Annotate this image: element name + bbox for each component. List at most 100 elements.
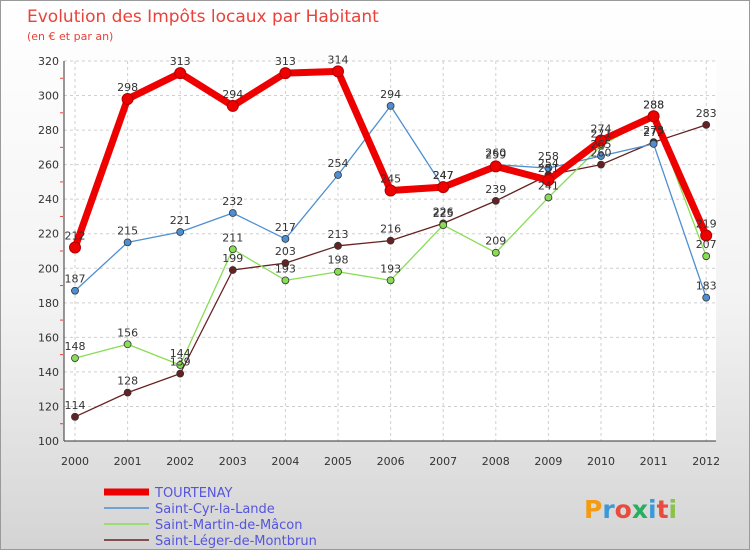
series-point-3 — [702, 121, 711, 129]
series-point-3 — [281, 259, 290, 267]
legend-label: Saint-Cyr-la-Lande — [155, 502, 275, 517]
series-point-1 — [334, 171, 342, 179]
data-label: 298 — [117, 81, 138, 94]
series-point-3 — [386, 236, 395, 245]
series-point-0 — [332, 65, 344, 78]
data-label: 213 — [328, 228, 349, 241]
data-label: 216 — [380, 223, 401, 236]
data-label: 288 — [643, 98, 664, 111]
series-point-3 — [334, 241, 342, 250]
data-label: 209 — [485, 235, 506, 248]
series-point-2 — [228, 245, 237, 254]
series-group — [69, 65, 713, 421]
data-label: 128 — [117, 375, 138, 388]
legend-label: Saint-Léger-de-Montbrun — [155, 534, 317, 549]
series-point-1 — [544, 164, 553, 172]
data-label: 251 — [538, 162, 559, 175]
series-point-1 — [123, 238, 132, 247]
y-tick-label: 240 — [38, 193, 59, 206]
logo-letter: o — [615, 495, 632, 524]
series-point-0 — [700, 229, 713, 242]
x-tick-label: 2008 — [482, 455, 510, 468]
series-point-2 — [123, 340, 132, 349]
series-point-0 — [121, 93, 134, 105]
proxiti-logo: Proxiti — [584, 495, 677, 524]
x-tick-label: 2012 — [692, 455, 720, 468]
data-label: 215 — [117, 224, 138, 237]
logo-letter: x — [632, 495, 648, 524]
series-point-3 — [491, 197, 500, 205]
data-label: 272 — [643, 126, 664, 139]
y-tick-label: 220 — [38, 228, 59, 241]
data-label: 114 — [65, 399, 86, 412]
data-label: 219 — [696, 217, 717, 230]
x-tick-label: 2003 — [219, 455, 247, 468]
x-tick-label: 2001 — [114, 455, 142, 468]
y-tick-label: 180 — [38, 297, 59, 310]
data-label: 294 — [380, 88, 401, 101]
chart-title: Evolution des Impôts locaux par Habitant — [27, 7, 379, 27]
logo-letter: P — [584, 495, 602, 524]
series-point-0 — [174, 67, 187, 80]
data-label: 258 — [538, 150, 559, 163]
data-label: 193 — [275, 262, 296, 275]
y-tick-label: 300 — [38, 90, 59, 103]
data-label: 148 — [65, 340, 86, 353]
series-point-1 — [281, 235, 290, 243]
logo-letter: i — [669, 495, 678, 524]
series-point-1 — [176, 228, 185, 236]
data-label: 265 — [591, 138, 612, 151]
data-label: 193 — [380, 262, 401, 275]
data-label: 207 — [696, 238, 717, 251]
x-tick-label: 2006 — [377, 455, 405, 468]
logo-letter: t — [657, 495, 669, 524]
grid — [64, 60, 716, 442]
series-point-2 — [439, 221, 448, 229]
logo-letter: r — [602, 495, 615, 524]
y-tick-label: 280 — [38, 124, 59, 137]
x-tick-label: 2009 — [534, 455, 562, 468]
data-label: 247 — [433, 169, 454, 182]
data-label: 232 — [222, 195, 243, 208]
y-tick-label: 160 — [38, 331, 59, 344]
data-label: 225 — [433, 207, 454, 220]
data-label: 274 — [591, 122, 612, 135]
series-point-1 — [649, 140, 658, 148]
series-point-0 — [279, 67, 292, 80]
data-label: 313 — [170, 55, 191, 68]
data-label: 260 — [591, 147, 612, 160]
series-point-0 — [437, 181, 450, 194]
series-point-1 — [228, 209, 237, 217]
x-tick-label: 2011 — [640, 455, 668, 468]
series-point-2 — [702, 252, 711, 261]
series-point-3 — [71, 412, 79, 421]
series-point-2 — [386, 276, 395, 285]
data-label: 247 — [433, 169, 454, 182]
axes: 100 120 140 160 180 200 220 240 260 280 300 320 2000… — [38, 55, 720, 468]
data-label: 273 — [643, 124, 664, 137]
series-point-1 — [597, 152, 605, 160]
series-point-1 — [386, 102, 395, 110]
series-point-2 — [176, 361, 185, 369]
series-point-2 — [544, 193, 553, 202]
data-label: 203 — [275, 245, 296, 258]
legend-label: TOURTENAY — [154, 486, 233, 501]
plot-area — [64, 61, 716, 441]
series-point-2 — [281, 276, 290, 285]
legend: TOURTENAYSaint-Cyr-la-LandeSaint-Martin-… — [104, 486, 317, 549]
series-point-0 — [595, 134, 607, 147]
x-tick-label: 2002 — [166, 455, 194, 468]
data-label: 199 — [222, 252, 243, 265]
series-point-1 — [702, 293, 711, 302]
chart-subtitle: (en € et par an) — [27, 30, 113, 43]
series-point-0 — [489, 160, 502, 173]
data-label: 259 — [485, 148, 506, 161]
data-label: 187 — [65, 273, 86, 286]
series-point-1 — [71, 286, 79, 295]
series-point-0 — [69, 241, 81, 254]
data-label: 254 — [328, 157, 349, 170]
data-label: 260 — [485, 147, 506, 160]
series-point-0 — [647, 110, 660, 123]
series-point-0 — [542, 174, 555, 187]
